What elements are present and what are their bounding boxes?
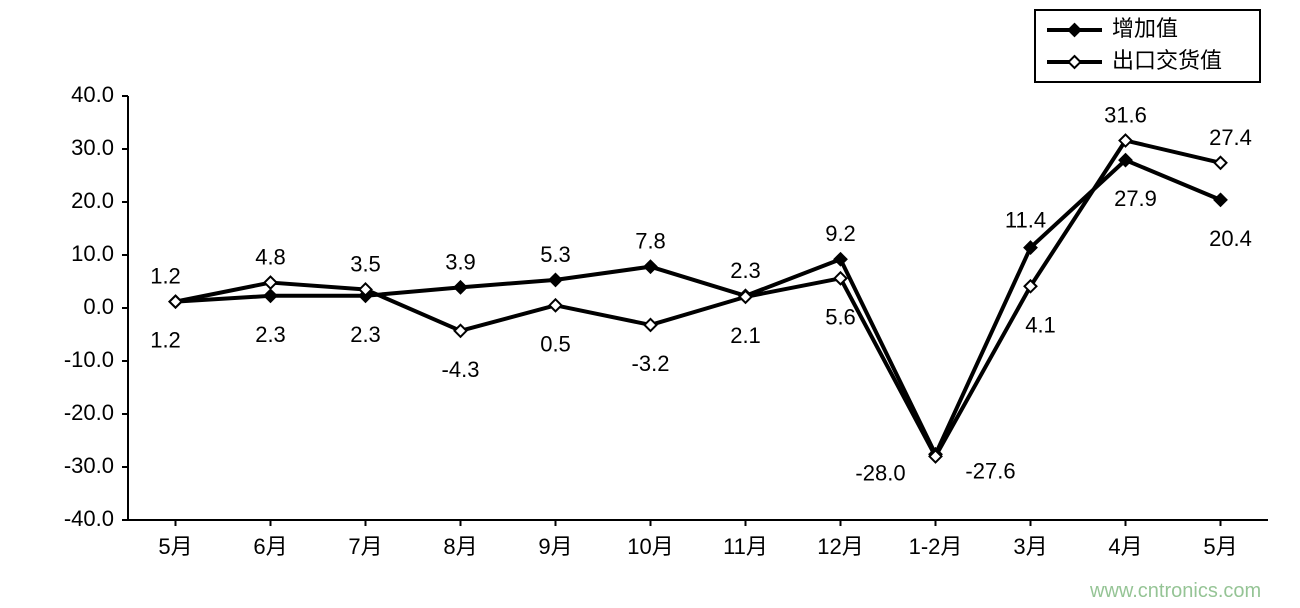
data-label: 5.3	[540, 242, 571, 267]
data-label: 4.1	[1025, 312, 1056, 337]
watermark-text: www.cntronics.com	[1090, 580, 1261, 603]
x-tick-label: 1-2月	[909, 534, 963, 559]
legend-label: 增加值	[1112, 16, 1178, 41]
data-label: 2.3	[730, 258, 761, 283]
data-label: 27.9	[1114, 186, 1157, 211]
y-tick-label: 10.0	[71, 241, 114, 266]
data-label: 7.8	[635, 229, 666, 254]
data-label: -27.6	[965, 458, 1015, 483]
x-tick-label: 3月	[1013, 534, 1047, 559]
data-label: 2.3	[350, 322, 381, 347]
data-label: 3.5	[350, 251, 381, 276]
y-tick-label: -20.0	[64, 400, 114, 425]
data-label: 11.4	[1005, 208, 1046, 233]
x-tick-label: 8月	[443, 534, 477, 559]
data-label: -4.3	[442, 357, 480, 382]
x-tick-label: 5月	[158, 534, 192, 559]
data-label: 1.2	[150, 264, 181, 289]
data-label: 31.6	[1104, 103, 1147, 128]
y-tick-label: 30.0	[71, 135, 114, 160]
x-tick-label: 11月	[723, 534, 768, 559]
data-label: 1.2	[150, 328, 181, 353]
x-tick-label: 12月	[817, 534, 863, 559]
y-tick-label: -30.0	[64, 453, 114, 478]
y-tick-label: 20.0	[71, 188, 114, 213]
line-chart: -40.0 -30.0 -20.0 -10.0 0.0 10.0 20.0 30.0 40.0 5…	[0, 0, 1300, 608]
data-label: 5.6	[825, 304, 856, 329]
chart-container: -40.0 -30.0 -20.0 -10.0 0.0 10.0 20.0 30.0 40.0 5…	[0, 0, 1300, 608]
x-tick-label: 6月	[253, 534, 287, 559]
data-label: 2.1	[730, 323, 761, 348]
y-tick-label: 0.0	[83, 294, 114, 319]
x-tick-label: 10月	[627, 534, 673, 559]
data-label: 0.5	[540, 331, 571, 356]
legend-label: 出口交货值	[1112, 48, 1222, 73]
data-label: 3.9	[445, 249, 476, 274]
data-label: 9.2	[825, 221, 856, 246]
data-label: -3.2	[632, 351, 670, 376]
x-tick-label: 7月	[348, 534, 382, 559]
data-label: 2.3	[255, 322, 286, 347]
data-label: 27.4	[1209, 125, 1252, 150]
x-tick-label: 4月	[1108, 534, 1142, 559]
y-tick-label: 40.0	[71, 82, 114, 107]
x-tick-label: 5月	[1203, 534, 1237, 559]
data-label: 4.8	[255, 245, 286, 270]
data-label: -28.0	[855, 460, 905, 485]
data-label: 20.4	[1209, 226, 1252, 251]
y-tick-label: -10.0	[64, 347, 114, 372]
x-tick-label: 9月	[538, 534, 572, 559]
y-tick-label: -40.0	[64, 506, 114, 531]
